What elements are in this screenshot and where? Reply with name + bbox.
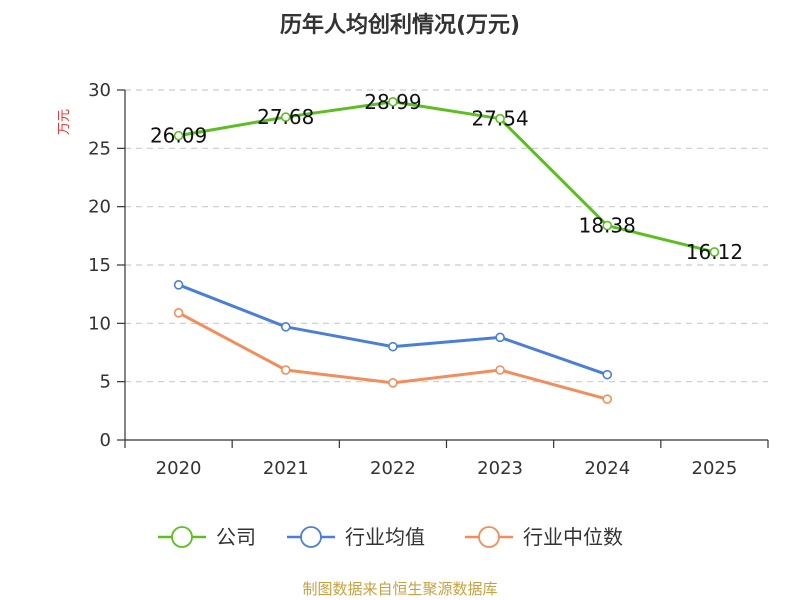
data-label: 28.99: [364, 90, 421, 114]
y-tick-label: 20: [88, 197, 111, 218]
data-point: [602, 369, 613, 380]
legend-item: 行业中位数: [465, 525, 623, 549]
y-axis-label: 万元: [57, 109, 72, 135]
data-point: [602, 394, 613, 404]
series-line: [178, 283, 608, 377]
data-point: [495, 365, 505, 375]
data-label: 18.38: [579, 214, 636, 238]
data-label: 16.12: [686, 240, 743, 264]
data-point: [495, 332, 505, 343]
data-label: 26.09: [150, 124, 207, 148]
grid-lines: [125, 89, 768, 383]
series-1: [173, 280, 613, 380]
data-point: [709, 247, 720, 257]
x-tick-label: 2022: [370, 458, 416, 479]
y-tick-label: 30: [88, 80, 111, 101]
data-point: [173, 130, 184, 141]
chart-title: 历年人均创利情况(万元): [280, 12, 520, 38]
legend-item: 行业均值: [287, 525, 425, 549]
y-tick-label: 10: [88, 313, 111, 334]
y-tick-label: 15: [88, 255, 111, 276]
legend-marker: [171, 526, 193, 548]
data-point: [280, 365, 291, 375]
y-tick-label: 0: [100, 430, 111, 451]
data-point: [280, 322, 291, 332]
data-point: [280, 112, 291, 122]
data-point: [602, 220, 613, 231]
y-tick-label: 25: [88, 138, 111, 159]
legend-label: 公司: [216, 525, 256, 549]
legend-marker: [300, 526, 322, 548]
legend-label: 行业均值: [345, 525, 425, 549]
x-tick-label: 2021: [263, 458, 309, 479]
data-point: [388, 96, 398, 107]
data-labels: 26.09 27.68 28.99 27.54 18.38 16.12: [150, 90, 743, 264]
legend: 公司 行业均值 行业中位数: [158, 525, 623, 549]
series-2: [173, 308, 613, 404]
series-line: [178, 100, 715, 254]
data-point: [388, 378, 398, 388]
data-label: 27.68: [257, 105, 314, 129]
legend-label: 行业中位数: [523, 525, 623, 549]
data-point: [495, 113, 505, 124]
y-tick-label: 5: [100, 372, 111, 393]
source-note: 制图数据来自恒生聚源数据库: [302, 580, 497, 598]
legend-item: 公司: [158, 525, 256, 549]
legend-marker: [478, 526, 500, 548]
data-point: [173, 308, 184, 318]
x-tick-label: 2025: [692, 458, 738, 479]
data-label: 27.54: [471, 107, 528, 131]
data-point: [173, 280, 184, 290]
x-tick-label: 2024: [584, 458, 630, 479]
data-point: [388, 341, 398, 352]
series-0: [173, 96, 720, 257]
x-tick-label: 2023: [477, 458, 523, 479]
series-lines: [173, 96, 720, 404]
x-tick-label: 2020: [156, 458, 202, 479]
